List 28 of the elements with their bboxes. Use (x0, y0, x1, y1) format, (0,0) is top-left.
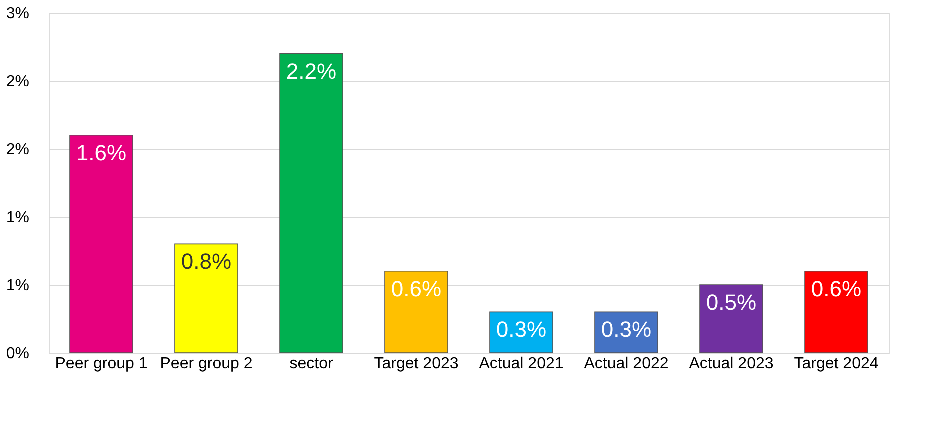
y-tick-label: 0% (6, 346, 30, 362)
y-tick-label: 2% (6, 74, 30, 90)
y-tick-label: 2% (6, 142, 30, 158)
data-label: 1.6% (76, 140, 127, 166)
bar (70, 135, 134, 354)
x-tick-label: Peer group 2 (160, 356, 253, 372)
x-tick-label: Actual 2021 (479, 356, 564, 372)
y-tick-label: 3% (6, 6, 30, 22)
x-tick-label: Actual 2023 (689, 356, 774, 372)
bar (174, 244, 238, 354)
bar (280, 53, 344, 354)
data-label: 2.2% (286, 58, 337, 84)
data-label: 0.6% (811, 276, 862, 302)
data-label: 0.3% (601, 317, 652, 342)
data-label: 0.3% (496, 317, 547, 342)
x-tick-label: Actual 2022 (584, 356, 669, 372)
bar (700, 284, 764, 354)
bar (804, 271, 868, 354)
x-tick-label: Target 2023 (374, 356, 459, 372)
data-label: 0.8% (181, 249, 232, 274)
x-tick-label: Peer group 1 (55, 356, 148, 372)
x-tick-label: sector (290, 356, 334, 372)
data-label: 0.6% (391, 276, 442, 302)
y-tick-label: 1% (6, 210, 30, 226)
x-tick-label: Target 2024 (794, 356, 879, 372)
bar (384, 271, 448, 354)
y-tick-label: 1% (6, 278, 30, 294)
data-label: 0.5% (706, 290, 757, 315)
